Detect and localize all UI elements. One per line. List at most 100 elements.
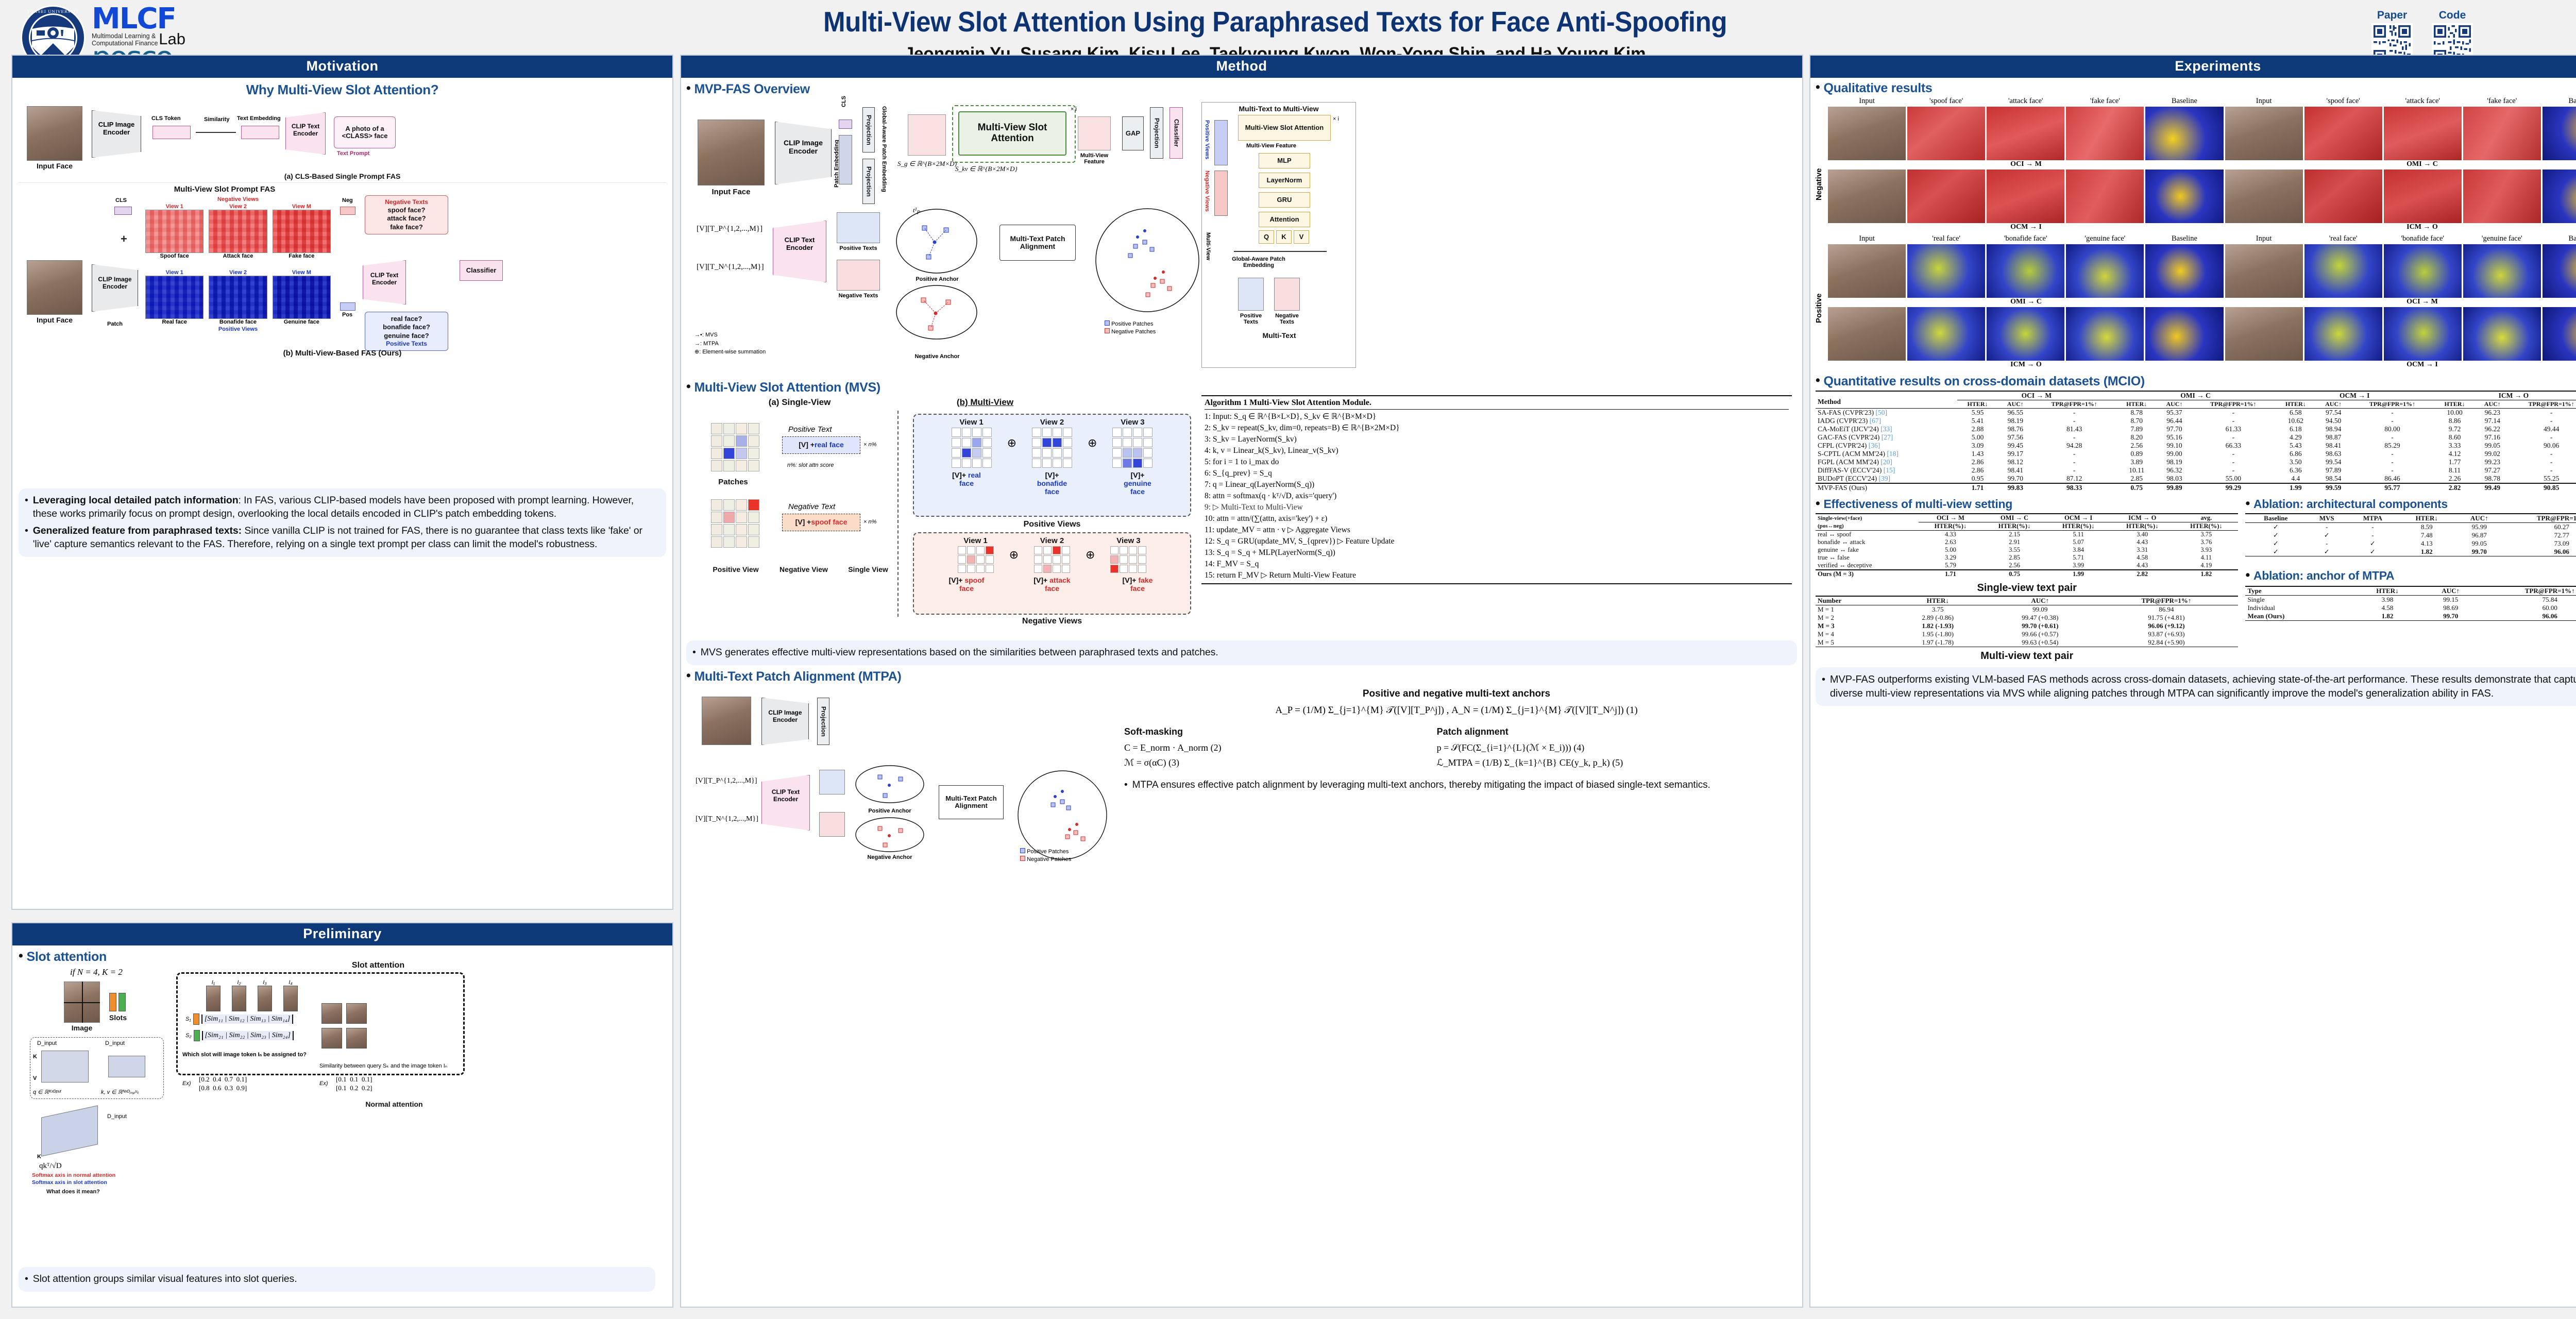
qual-h-4: Baseline bbox=[2171, 97, 2197, 105]
mtpa-title-text: Multi-Text Patch Alignment (MTPA) bbox=[694, 669, 902, 684]
qual-cell-heat bbox=[2383, 244, 2462, 298]
algo-line-3: 3: S_kv = LayerNorm(S_kv) bbox=[1205, 435, 1297, 444]
metric-value: 1.77 bbox=[2448, 458, 2461, 466]
pair-name: Ours (M = 3) bbox=[1818, 570, 1854, 578]
experiments-column: Experiments • Qualitative results Negati… bbox=[1809, 55, 2576, 1308]
abl-h-2: MTPA bbox=[2363, 514, 2383, 522]
bullet-dot: • bbox=[2245, 568, 2250, 582]
qual-cell-heat bbox=[2304, 107, 2382, 160]
neg-chip bbox=[340, 207, 355, 215]
metric-value: 98.76 bbox=[2007, 425, 2023, 433]
preliminary-section-title: • Slot attention bbox=[19, 950, 666, 965]
metric-value: 1.43 bbox=[1971, 450, 1984, 458]
v-label: V bbox=[33, 1075, 37, 1081]
metric-value: 93.87 (+6.93) bbox=[2148, 630, 2185, 638]
overview-legend: Positive Patches Negative Patches bbox=[1105, 320, 1156, 336]
metric-value: 86.94 bbox=[2159, 605, 2174, 613]
mtpa-neg-text-viz bbox=[819, 811, 845, 837]
mt2mv-negtexts-viz bbox=[1274, 278, 1300, 311]
qual-cell-heat bbox=[2304, 244, 2382, 298]
normal-attention-label: Normal attention bbox=[365, 1100, 423, 1108]
neg-view-1: View 1 Spoof face bbox=[145, 204, 204, 259]
metric-value: 5.00 bbox=[1971, 433, 1984, 441]
cls-token-box bbox=[152, 126, 191, 139]
qual-cell-heat bbox=[2383, 107, 2462, 160]
metric-value: - bbox=[2073, 433, 2076, 441]
input-face-image-a bbox=[27, 106, 82, 161]
metric-value: 5.71 bbox=[2073, 554, 2084, 561]
metric-value: 99.05 bbox=[2471, 539, 2487, 547]
overview-negative-texts-label: Negative Texts bbox=[838, 293, 878, 299]
qual-cell-baseline bbox=[2542, 244, 2576, 298]
metric-value: 4.33 bbox=[1944, 531, 1956, 538]
table-row: M = 4 1.95 (-1.80) 99.66 (+0.57) 93.87 (+6.… bbox=[1816, 630, 2238, 638]
qual-cell-heat bbox=[2304, 170, 2382, 223]
slot-row-1-label: S₁ bbox=[185, 1016, 191, 1022]
metric-value: - bbox=[2391, 458, 2394, 466]
qual-cell-input bbox=[2225, 244, 2303, 298]
quant-m-4: AUC↑ bbox=[2166, 400, 2183, 408]
metric-value: 97.54 bbox=[2325, 409, 2342, 416]
motivation-column: Motivation Why Multi-View Slot Attention… bbox=[11, 55, 673, 910]
metric-value: 3.84 bbox=[2073, 546, 2084, 553]
image-grid-v bbox=[82, 982, 83, 1023]
qual-cell-heat bbox=[2463, 244, 2541, 298]
overview-anchor-plot-pos bbox=[896, 209, 977, 274]
qual-ph-0: Input bbox=[1859, 234, 1875, 243]
ablation-anchor-table: Type HTER↓ AUC↑ TPR@FPR=1%↑ Single 3.98 99… bbox=[2245, 586, 2576, 621]
mtpa-eq5: ℒ_MTPA = (1/B) Σ_{k=1}^{B} CE(y_k, p_k) … bbox=[1436, 757, 1623, 768]
what-mean-label: What does it mean? bbox=[46, 1189, 100, 1195]
table-row: S-CPTL (ACM MM'24) [18] 1.43 99.17 - 0.89 99.… bbox=[1816, 450, 2576, 458]
qual-pos-row-2-labels: ICM → O OCM → I bbox=[1828, 361, 2576, 369]
eff-proto-1: OMI → C bbox=[1982, 514, 2047, 522]
qual-cell-heat bbox=[2463, 307, 2541, 361]
row-group-negative: Negative bbox=[1815, 168, 1823, 201]
metric-value: 3.31 bbox=[2137, 546, 2148, 553]
method-name: MVP-FAS (Ours) bbox=[1818, 484, 1868, 492]
qual-pos-row-1-labels: OMI → C OCI → M bbox=[1828, 298, 2576, 306]
clip-text-encoder-b: CLIP Text Encoder bbox=[363, 260, 406, 305]
metric-value: 81.43 bbox=[2066, 425, 2082, 433]
metric-value: 3.89 bbox=[2130, 458, 2143, 466]
mt2mv-postexts-viz bbox=[1238, 278, 1264, 311]
metric-value: 5.07 bbox=[2073, 538, 2084, 546]
qual-pos-headers: Input 'real face' 'bonafide face' 'genui… bbox=[1828, 234, 2576, 243]
mvs-b-label: (b) Multi-View bbox=[956, 397, 1014, 407]
metric-value: 5.11 bbox=[2073, 531, 2084, 538]
bullet-dot: • bbox=[692, 647, 696, 658]
mvs-negative-views-panel: View 1 ⊕ View 2 bbox=[913, 532, 1191, 615]
metric-value: 99.59 bbox=[2325, 484, 2342, 492]
metric-value: - bbox=[2391, 450, 2394, 458]
metric-value: 5.95 bbox=[1971, 409, 1984, 416]
quant-m-2: TPR@FPR=1%↑ bbox=[2051, 400, 2097, 408]
num-h-1: HTER↓ bbox=[1926, 597, 1949, 604]
legend-mvs: MVS bbox=[705, 332, 718, 338]
metric-value: 98.41 bbox=[2007, 466, 2023, 474]
quant-m-1: AUC↑ bbox=[2007, 400, 2024, 408]
row-group-positive: Positive bbox=[1815, 293, 1823, 323]
bullet-dot: • bbox=[2245, 496, 2250, 511]
metric-value: 98.33 bbox=[2066, 484, 2082, 492]
mvpfas-overview-diagram: Input Face CLIP Image Encoder CLS Patch … bbox=[686, 96, 1797, 377]
mvs-patches-pos bbox=[711, 423, 759, 471]
number-label: M = 2 bbox=[1818, 614, 1834, 621]
qual-cell-baseline bbox=[2145, 107, 2224, 160]
qual-cell-baseline bbox=[2542, 307, 2576, 361]
metric-value: - bbox=[2232, 433, 2235, 441]
method-name: S-CPTL (ACM MM'24) [18] bbox=[1818, 450, 1899, 458]
algo-line-10: 10: attn = attn/(∑(attn, axis='key') + ε… bbox=[1205, 514, 1328, 523]
mtpa-pos-text-viz bbox=[819, 769, 845, 794]
metric-value: 3.75 bbox=[2200, 531, 2212, 538]
algo-line-1: 1: Input: S_q ∈ ℝ^{B×L×D}, S_kv ∈ ℝ^{B×M… bbox=[1205, 412, 1377, 421]
pos-view-m-label: View M bbox=[292, 269, 311, 276]
mtpa-input-face bbox=[702, 696, 751, 745]
overview-input-face-label: Input Face bbox=[711, 188, 751, 196]
pos-view-1-caption: Real face bbox=[162, 319, 187, 325]
metric-value: - bbox=[2073, 458, 2076, 466]
mvs-pos-text-3: [V]+ genuine face bbox=[1124, 471, 1151, 496]
metric-value: 3.75 bbox=[1931, 605, 1944, 613]
number-label: M = 3 bbox=[1818, 622, 1835, 630]
metric-value: 8.11 bbox=[2448, 466, 2461, 474]
anc-h-0: Type bbox=[2247, 587, 2262, 595]
negative-text-1: attack face? bbox=[387, 214, 426, 223]
